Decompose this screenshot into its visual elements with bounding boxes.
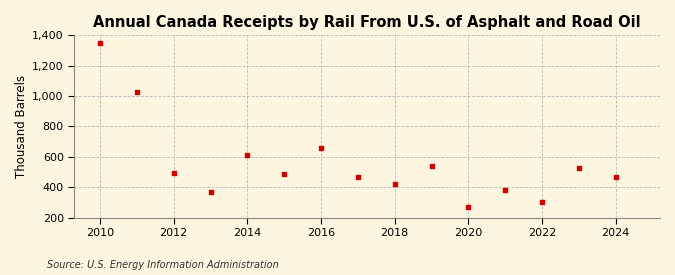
Point bbox=[389, 182, 400, 186]
Point bbox=[242, 153, 252, 158]
Point bbox=[463, 205, 474, 209]
Point bbox=[279, 171, 290, 176]
Point bbox=[205, 189, 216, 194]
Point bbox=[316, 145, 327, 150]
Title: Annual Canada Receipts by Rail From U.S. of Asphalt and Road Oil: Annual Canada Receipts by Rail From U.S.… bbox=[93, 15, 641, 30]
Y-axis label: Thousand Barrels: Thousand Barrels bbox=[15, 75, 28, 178]
Point bbox=[574, 166, 585, 170]
Point bbox=[537, 199, 547, 204]
Point bbox=[132, 90, 142, 95]
Point bbox=[352, 174, 363, 179]
Point bbox=[168, 170, 179, 175]
Point bbox=[500, 188, 511, 192]
Text: Source: U.S. Energy Information Administration: Source: U.S. Energy Information Administ… bbox=[47, 260, 279, 270]
Point bbox=[610, 175, 621, 180]
Point bbox=[95, 41, 105, 45]
Point bbox=[426, 164, 437, 168]
